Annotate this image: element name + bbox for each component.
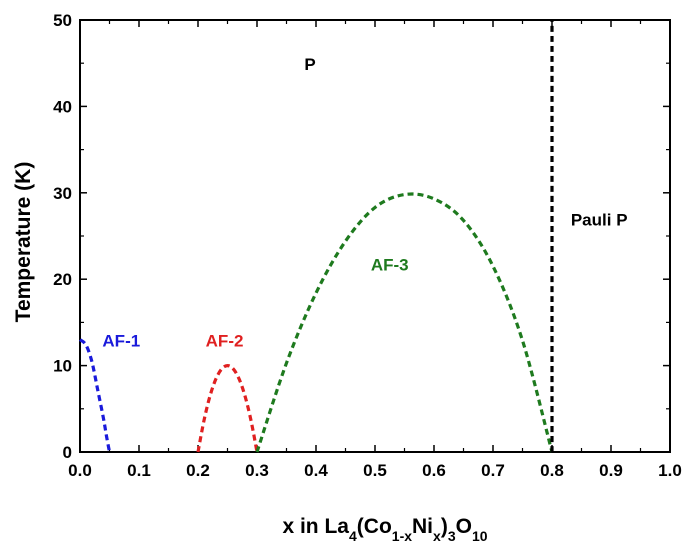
y-tick-label: 20	[53, 270, 72, 289]
x-tick-label: 0.8	[540, 461, 564, 480]
x-tick-label: 0.1	[127, 461, 151, 480]
series-line-af-1	[78, 338, 112, 453]
x-tick-label: 0.7	[481, 461, 505, 480]
region-label-p: P	[304, 55, 315, 74]
axes: 0.0 0.1 0.2 0.3 0.4 0.5 0.6 0.7 0.8 0.9 1.0 0 10 20 30…	[53, 11, 682, 480]
y-tick-label: 10	[53, 357, 72, 376]
series-line-af-3	[255, 192, 554, 453]
y-tick-label: 40	[53, 97, 72, 116]
region-label-af-1: AF-1	[102, 332, 140, 351]
y-axis-title: Temperature (K)	[12, 162, 35, 323]
series-group	[78, 20, 554, 453]
x-tick-label: 0.2	[186, 461, 210, 480]
plot-frame	[79, 19, 671, 453]
series-line-af-2	[196, 363, 259, 453]
x-tick-label: 1.0	[658, 461, 682, 480]
y-tick-label: 0	[63, 443, 72, 462]
x-tick-label: 0.5	[363, 461, 387, 480]
y-tick-label: 30	[53, 184, 72, 203]
x-tick-label: 0.9	[599, 461, 623, 480]
region-label-af-3: AF-3	[371, 256, 409, 275]
region-label-af-2: AF-2	[206, 332, 244, 351]
x-tick-label: 0.3	[245, 461, 269, 480]
region-label-pauli-p: Pauli P	[571, 211, 628, 230]
annotations: P Pauli P AF-3 AF-2 AF-1	[102, 55, 627, 350]
x-tick-label: 0.0	[68, 461, 92, 480]
x-axis-title: x in La4(Co1-xNix)3O10	[282, 515, 487, 544]
y-tick-label: 50	[53, 11, 72, 30]
x-tick-label: 0.6	[422, 461, 446, 480]
x-tick-label: 0.4	[304, 461, 328, 480]
